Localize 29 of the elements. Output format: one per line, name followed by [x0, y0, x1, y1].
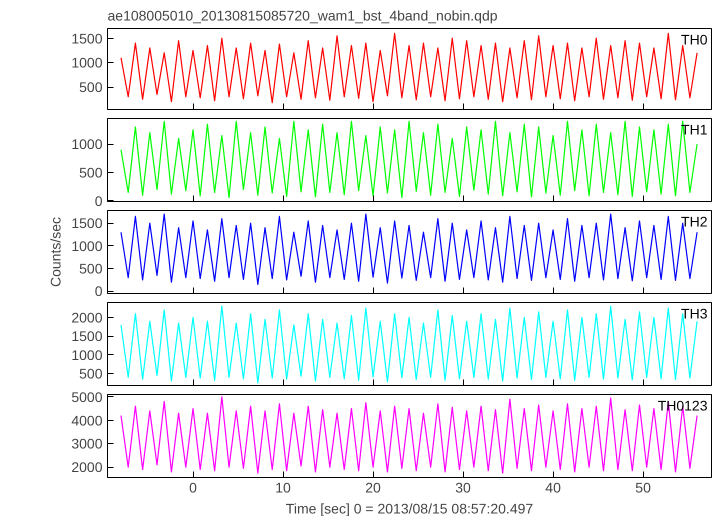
- y-tick-label: 1500: [71, 215, 103, 232]
- y-tick-label: 1000: [71, 54, 103, 71]
- y-tick-label: 500: [79, 164, 103, 181]
- y-tick-label: 1500: [71, 328, 103, 344]
- y-tick-label: 500: [79, 366, 103, 382]
- x-tick-label: 0: [189, 480, 198, 496]
- y-tick-label: 1500: [71, 30, 103, 46]
- x-tick-label: 30: [455, 480, 472, 496]
- y-tick-label: 0: [94, 192, 103, 209]
- chart-title: ae108005010_20130815085720_wam1_bst_4band_nobin.qdp: [108, 8, 498, 24]
- y-tick-label: 500: [79, 79, 103, 96]
- y-tick-label: 1000: [71, 136, 103, 152]
- x-tick-label: 10: [275, 480, 292, 496]
- y-tick-label: 2000: [71, 459, 103, 476]
- series-label: TH2: [681, 214, 708, 230]
- series-label: TH0: [681, 32, 708, 48]
- x-tick-label: 50: [635, 480, 652, 496]
- y-axis-title: Counts/sec: [47, 216, 64, 288]
- y-tick-label: 500: [79, 260, 103, 277]
- x-tick-label: 20: [365, 480, 382, 496]
- y-tick-label: 4000: [71, 412, 103, 428]
- y-tick-label: 5000: [71, 388, 103, 405]
- y-tick-label: 1000: [71, 238, 103, 254]
- y-tick-label: 0: [94, 283, 103, 300]
- y-tick-label: 1000: [71, 346, 103, 363]
- series-label: TH3: [681, 306, 708, 322]
- x-tick-label: 40: [545, 480, 562, 496]
- y-tick-label: 3000: [71, 436, 103, 452]
- y-tick-label: 2000: [71, 309, 103, 326]
